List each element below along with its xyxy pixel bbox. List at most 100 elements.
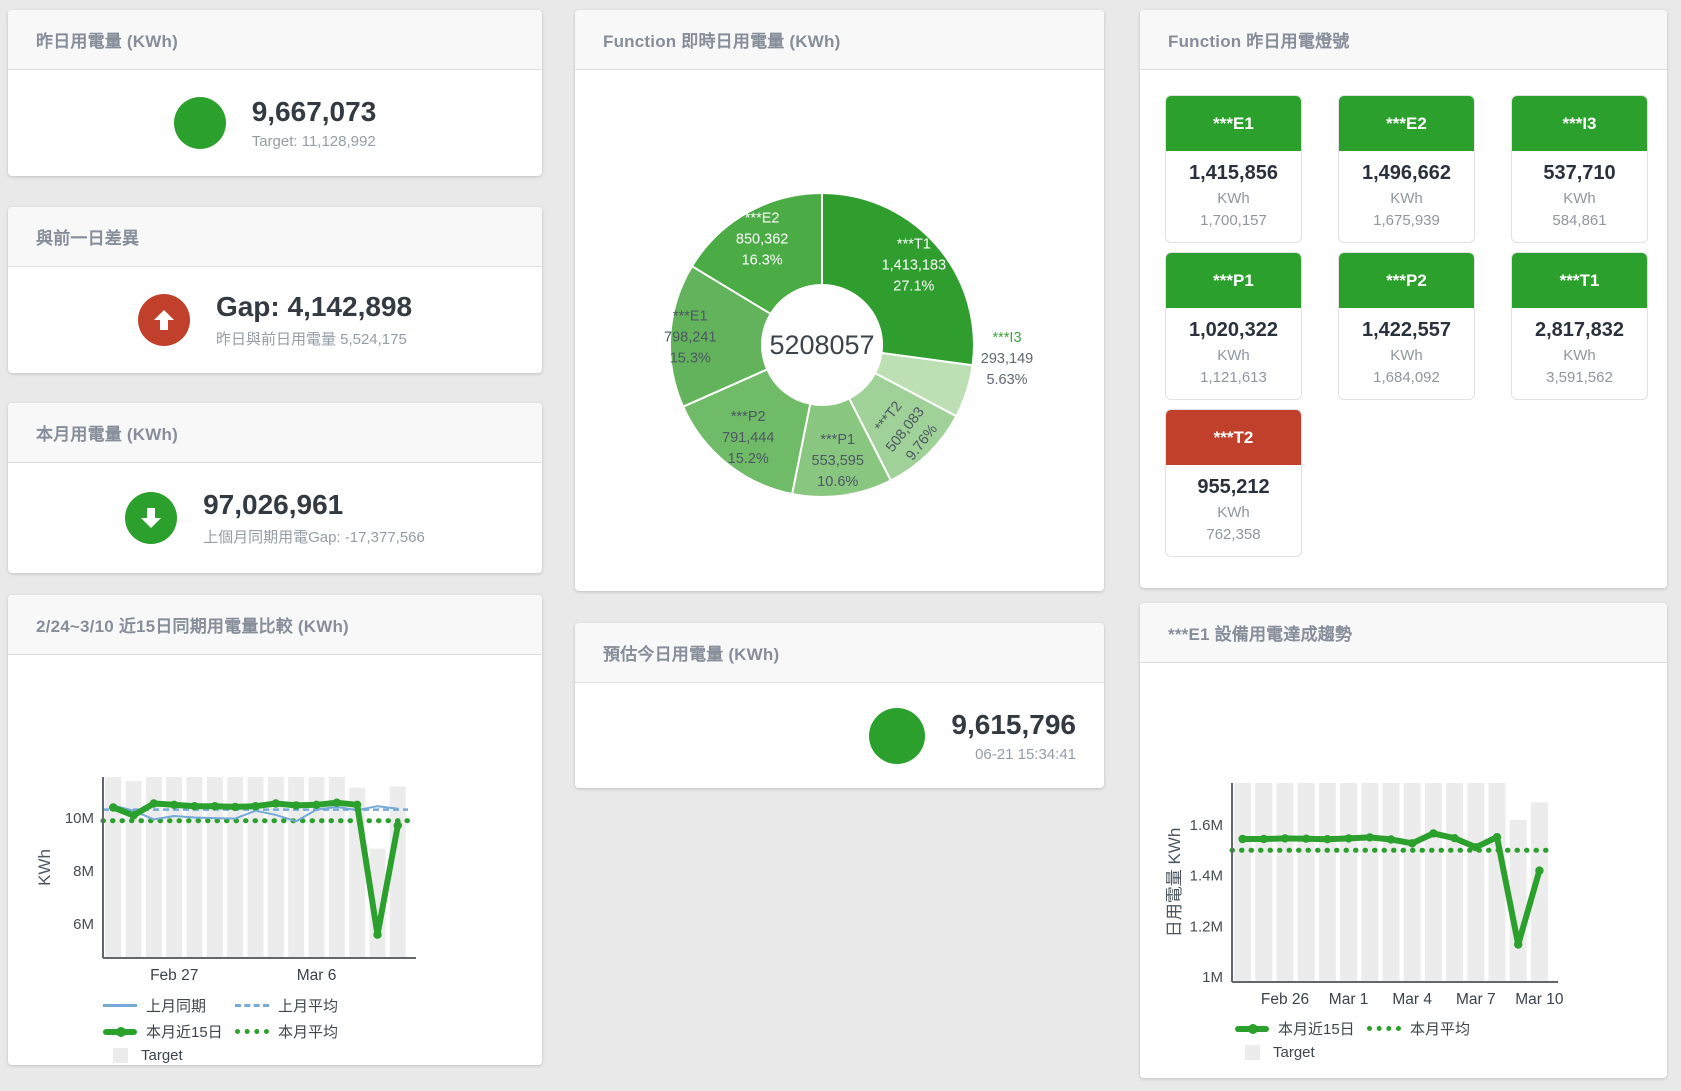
panel-comparison-chart: 2/24~3/10 近15日同期用電量比較 (KWh) 6M 8M 10M Feb 2… [8, 595, 542, 1065]
tile-target-value: 1,675,939 [1373, 212, 1440, 229]
series-point [1450, 834, 1459, 843]
panel-body: 9,615,796 06-21 15:34:41 [575, 683, 1104, 789]
tile-value: 955,212 [1197, 476, 1270, 498]
series-point [393, 821, 402, 830]
target-bar [1276, 783, 1294, 982]
donut-center-total: 5208057 [769, 330, 874, 360]
target-bar [105, 777, 122, 958]
tile-target-value: 762,358 [1206, 526, 1261, 543]
legend-row: 本月近15日 本月平均 [103, 1021, 542, 1042]
series-point [1365, 833, 1374, 842]
tile-target-value: 1,700,157 [1200, 212, 1267, 229]
target-bar [1403, 783, 1421, 982]
target-bar [125, 781, 142, 958]
tile-unit: KWh [1563, 190, 1596, 207]
series-point [1535, 866, 1544, 875]
legend-item-month-15d[interactable]: 本月近15日 [103, 1021, 235, 1042]
x-tick-label: Mar 7 [1456, 991, 1496, 1008]
status-circle-icon [869, 708, 926, 764]
y-tick-label: 1.4M [1190, 868, 1223, 885]
target-bar [227, 777, 244, 958]
series-point [1302, 834, 1311, 843]
arrow-up-circle-icon [137, 294, 190, 346]
legend-item-month-avg[interactable]: 本月平均 [235, 1021, 367, 1042]
legend-row: Target [103, 1047, 542, 1064]
x-tick-label: Feb 26 [1261, 991, 1309, 1008]
legend-item-month-avg[interactable]: 本月平均 [1367, 1018, 1499, 1039]
donut-slice-e1[interactable] [669, 264, 773, 409]
e1-trend-line-chart: 1M 1.2M 1.4M 1.6M Feb 26 Mar 1 Mar 4 Mar 7 Mar 1… [1165, 783, 1564, 1008]
comparison-line-chart: 6M 8M 10M Feb 27 Mar 6 KWh [35, 777, 416, 984]
panel-header: 預估今日用電量 (KWh) [575, 623, 1104, 683]
donut-slice-p2[interactable] [681, 368, 812, 496]
stat-value: 9,667,073 [251, 96, 377, 128]
y-axis-label: 日用電量 KWh [1165, 828, 1184, 938]
tile-target-value: 3,591,562 [1546, 369, 1613, 386]
donut-slice-label: ***P1 553,595 10.6% [812, 432, 864, 490]
series-line [112, 804, 399, 823]
legend-item-prev-period[interactable]: 上月同期 [103, 995, 235, 1016]
target-bar [267, 777, 284, 958]
series-point [210, 802, 219, 811]
square-gray-swatch-icon [113, 1048, 128, 1063]
panel-month-usage: 本月用電量 (KWh) 97,026,961 上個月同期用電Gap: -17,3… [8, 403, 542, 573]
legend-row: Target [1235, 1044, 1667, 1061]
target-bar [1509, 820, 1527, 982]
series-point [312, 800, 321, 809]
y-tick-label: 6M [73, 916, 94, 933]
light-tile-t1: ***T1 2,817,832 KWh 3,591,562 [1511, 252, 1648, 400]
legend-label: Target [1273, 1044, 1315, 1061]
solid-blue-swatch-icon [103, 1004, 137, 1007]
panel-header: 昨日用電量 (KWh) [8, 10, 542, 70]
status-circle-icon [173, 97, 226, 149]
panel-header: 與前一日差異 [8, 207, 542, 267]
target-bar [1488, 783, 1506, 982]
panel-body: Gap: 4,142,898 昨日與前日用電量 5,524,175 [8, 267, 542, 373]
tile-status-header: ***P2 [1339, 253, 1474, 308]
panel-yesterday-lights: Function 昨日用電燈號 ***E1 1,415,856 KWh 1,700,1… [1140, 10, 1667, 588]
series-point [292, 801, 301, 810]
target-bar [1424, 783, 1442, 982]
legend-label: 本月平均 [278, 1024, 339, 1041]
comparison-chart-legend: 上月同期 上月平均 本月近15日 本月平均 Target [8, 995, 542, 1064]
donut-slice-t1[interactable] [821, 191, 975, 367]
e1-trend-chart-legend: 本月近15日 本月平均 Target [1140, 1018, 1667, 1061]
target-bar [1446, 783, 1464, 982]
lights-grid: ***E1 1,415,856 KWh 1,700,157 ***E2 1,496,662… [1140, 70, 1667, 582]
legend-item-target[interactable]: Target [1235, 1044, 1367, 1061]
stat-value: 97,026,961 [203, 489, 344, 521]
donut-chart: ***T1 1,413,183 27.1%***I3 293,149 5.63%***T… [664, 191, 1033, 498]
donut-slice-e2[interactable] [690, 191, 823, 316]
tile-unit: KWh [1390, 190, 1423, 207]
light-tile-e2: ***E2 1,496,662 KWh 1,675,939 [1338, 95, 1475, 243]
legend-item-target[interactable]: Target [103, 1047, 235, 1064]
tile-unit: KWh [1217, 504, 1250, 521]
donut-slice-label: ***E1 798,241 15.3% [664, 309, 716, 367]
legend-item-prev-avg[interactable]: 上月平均 [235, 995, 367, 1016]
legend-row: 上月同期 上月平均 [103, 995, 542, 1016]
light-tile-e1: ***E1 1,415,856 KWh 1,700,157 [1165, 95, 1302, 243]
series-point [1386, 835, 1396, 844]
target-bar [1340, 783, 1358, 982]
x-tick-label: Mar 1 [1329, 991, 1369, 1008]
stat-value: Gap: 4,142,898 [215, 291, 413, 323]
series-point [353, 800, 362, 809]
tile-value: 1,422,557 [1362, 319, 1451, 341]
series-point [170, 800, 179, 809]
series-point [1280, 834, 1290, 843]
panel-header: Function 即時日用電量 (KWh) [575, 10, 1104, 70]
target-bar [1255, 783, 1273, 982]
target-bar [247, 777, 264, 958]
dashed-blue-swatch-icon [235, 1004, 269, 1007]
panel-header: ***E1 設備用電達成趨勢 [1140, 603, 1667, 663]
y-tick-label: 10M [65, 810, 94, 827]
target-bar [1297, 783, 1315, 982]
light-tile-p1: ***P1 1,020,322 KWh 1,121,613 [1165, 252, 1302, 400]
legend-item-month-15d[interactable]: 本月近15日 [1235, 1018, 1367, 1039]
series-point [1408, 839, 1417, 848]
tile-value: 1,020,322 [1189, 319, 1278, 341]
panel-header: 本月用電量 (KWh) [8, 403, 542, 463]
panel-body: 9,667,073 Target: 11,128,992 [8, 70, 542, 176]
target-bar [1318, 783, 1336, 982]
